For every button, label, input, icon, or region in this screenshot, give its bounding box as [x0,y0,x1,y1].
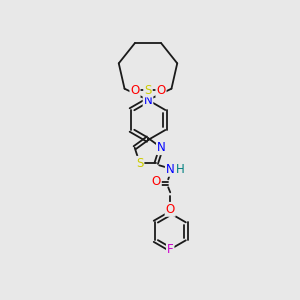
Text: F: F [167,243,173,256]
Text: N: N [166,163,175,176]
Text: S: S [144,83,152,97]
Text: O: O [130,83,140,97]
Text: O: O [156,83,166,97]
Text: N: N [144,94,152,106]
Text: S: S [136,157,143,170]
Text: O: O [152,175,161,188]
Text: N: N [157,141,166,154]
Text: O: O [166,203,175,216]
Text: H: H [176,163,184,176]
